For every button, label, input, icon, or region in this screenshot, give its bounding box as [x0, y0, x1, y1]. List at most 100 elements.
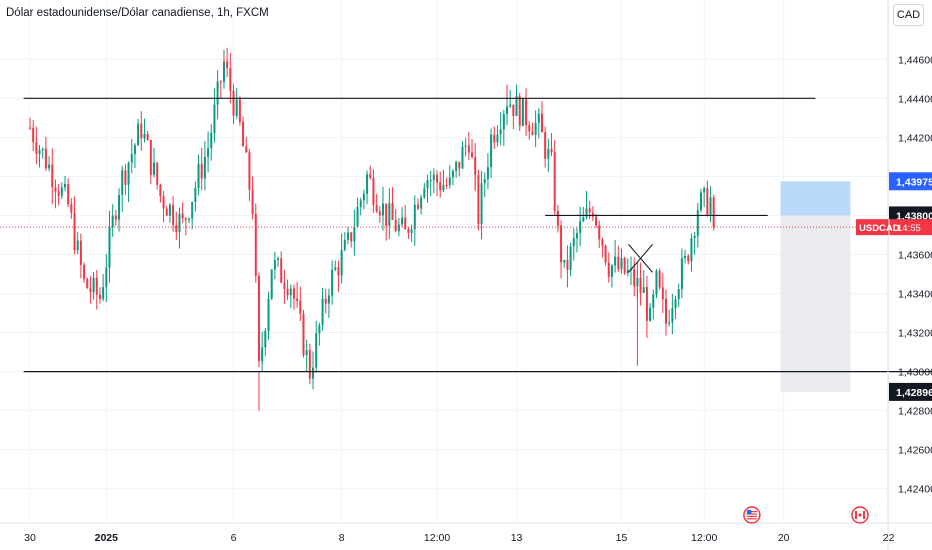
candle — [35, 126, 38, 165]
price-tick-label: 1,43400 — [898, 289, 932, 301]
candle — [203, 140, 206, 191]
candle — [149, 139, 152, 185]
candle — [197, 154, 200, 196]
candle-body — [114, 215, 117, 220]
candle-body — [213, 104, 216, 133]
canada-flag-icon[interactable] — [851, 506, 869, 524]
candle-body — [44, 148, 47, 169]
candle-body — [598, 225, 601, 240]
candle-body — [661, 287, 664, 300]
grid-layer — [0, 0, 890, 523]
candle — [518, 92, 521, 132]
candle-body — [423, 188, 426, 198]
position-tool[interactable] — [780, 181, 851, 392]
candle-body — [391, 203, 394, 220]
candle — [369, 165, 372, 180]
candle-body — [210, 132, 213, 149]
candle — [270, 269, 273, 300]
candle-body — [560, 225, 563, 263]
flag-canton — [746, 510, 752, 514]
candle-body — [178, 213, 181, 233]
candle-body — [614, 256, 617, 266]
candle-body — [674, 299, 677, 309]
candle-body — [292, 288, 295, 299]
price-badge-bg — [889, 382, 932, 401]
candle-body — [579, 221, 582, 234]
candle-body — [474, 157, 477, 175]
us-flag-icon[interactable] — [743, 506, 761, 524]
candle — [401, 207, 404, 227]
candle — [461, 140, 464, 170]
candle-body — [696, 210, 699, 236]
candle — [420, 194, 423, 215]
candle-body — [496, 134, 499, 143]
candle-body — [534, 122, 537, 135]
candle-body — [312, 367, 315, 379]
price-badge-label: 1,42896 — [896, 387, 932, 399]
candle — [668, 309, 671, 327]
candle-body — [397, 224, 400, 232]
candle-body — [277, 258, 280, 260]
candle-body — [29, 127, 31, 129]
candle — [159, 183, 162, 203]
candle-body — [181, 213, 184, 219]
candle — [245, 137, 248, 153]
candle-body — [471, 152, 474, 158]
candle-body — [601, 239, 604, 246]
candle-body — [83, 264, 86, 279]
time-tick-label: 2025 — [95, 532, 119, 544]
candle — [254, 203, 257, 283]
candle — [213, 88, 216, 143]
candle — [483, 172, 486, 198]
candle-body — [350, 232, 353, 242]
candle — [544, 126, 547, 168]
candle — [499, 112, 502, 146]
candle-body — [544, 132, 547, 159]
candle-body — [378, 211, 381, 216]
candle-body — [566, 259, 569, 271]
candle-body — [347, 232, 349, 240]
candle-body — [604, 245, 607, 263]
currency-button[interactable]: CAD — [893, 4, 924, 26]
candle-body — [254, 214, 257, 276]
candle-body — [353, 226, 356, 242]
candle-body — [480, 183, 483, 224]
candle — [140, 111, 143, 151]
candle — [257, 272, 260, 368]
candle-body — [191, 202, 194, 219]
candle — [289, 284, 292, 309]
time-axis[interactable]: 30 2025 6 8 12:00 13 15 12:00 20 22 — [0, 506, 932, 544]
candle-body — [232, 90, 235, 116]
candle — [381, 186, 384, 231]
candle — [617, 245, 620, 272]
candle — [305, 339, 308, 373]
candle-body — [54, 187, 57, 192]
candle — [397, 217, 400, 237]
candle — [572, 228, 575, 261]
price-axis[interactable]: 1,42400 1,42600 1,42800 1,43000 1,43200 1,434… — [856, 0, 932, 550]
candle-body — [238, 99, 241, 123]
candle-body — [194, 188, 197, 203]
candle-body — [607, 262, 610, 277]
candle — [343, 232, 346, 252]
candle-body — [652, 294, 655, 308]
candle-body — [86, 278, 89, 289]
candle-body — [645, 287, 648, 321]
candle — [70, 198, 73, 219]
candle — [137, 118, 140, 146]
candle-body — [175, 224, 178, 233]
candle — [60, 182, 63, 199]
current-price-tag-bg — [856, 219, 932, 236]
candle — [448, 165, 451, 189]
candle — [528, 120, 531, 140]
candle-body — [410, 229, 413, 234]
horizontal-levels[interactable] — [0, 97, 932, 373]
candle-body — [372, 177, 375, 206]
candle-body — [569, 246, 572, 271]
time-tick-label: 22 — [883, 532, 895, 544]
candle-body — [98, 294, 101, 299]
candle — [645, 275, 648, 338]
candle — [200, 147, 203, 191]
